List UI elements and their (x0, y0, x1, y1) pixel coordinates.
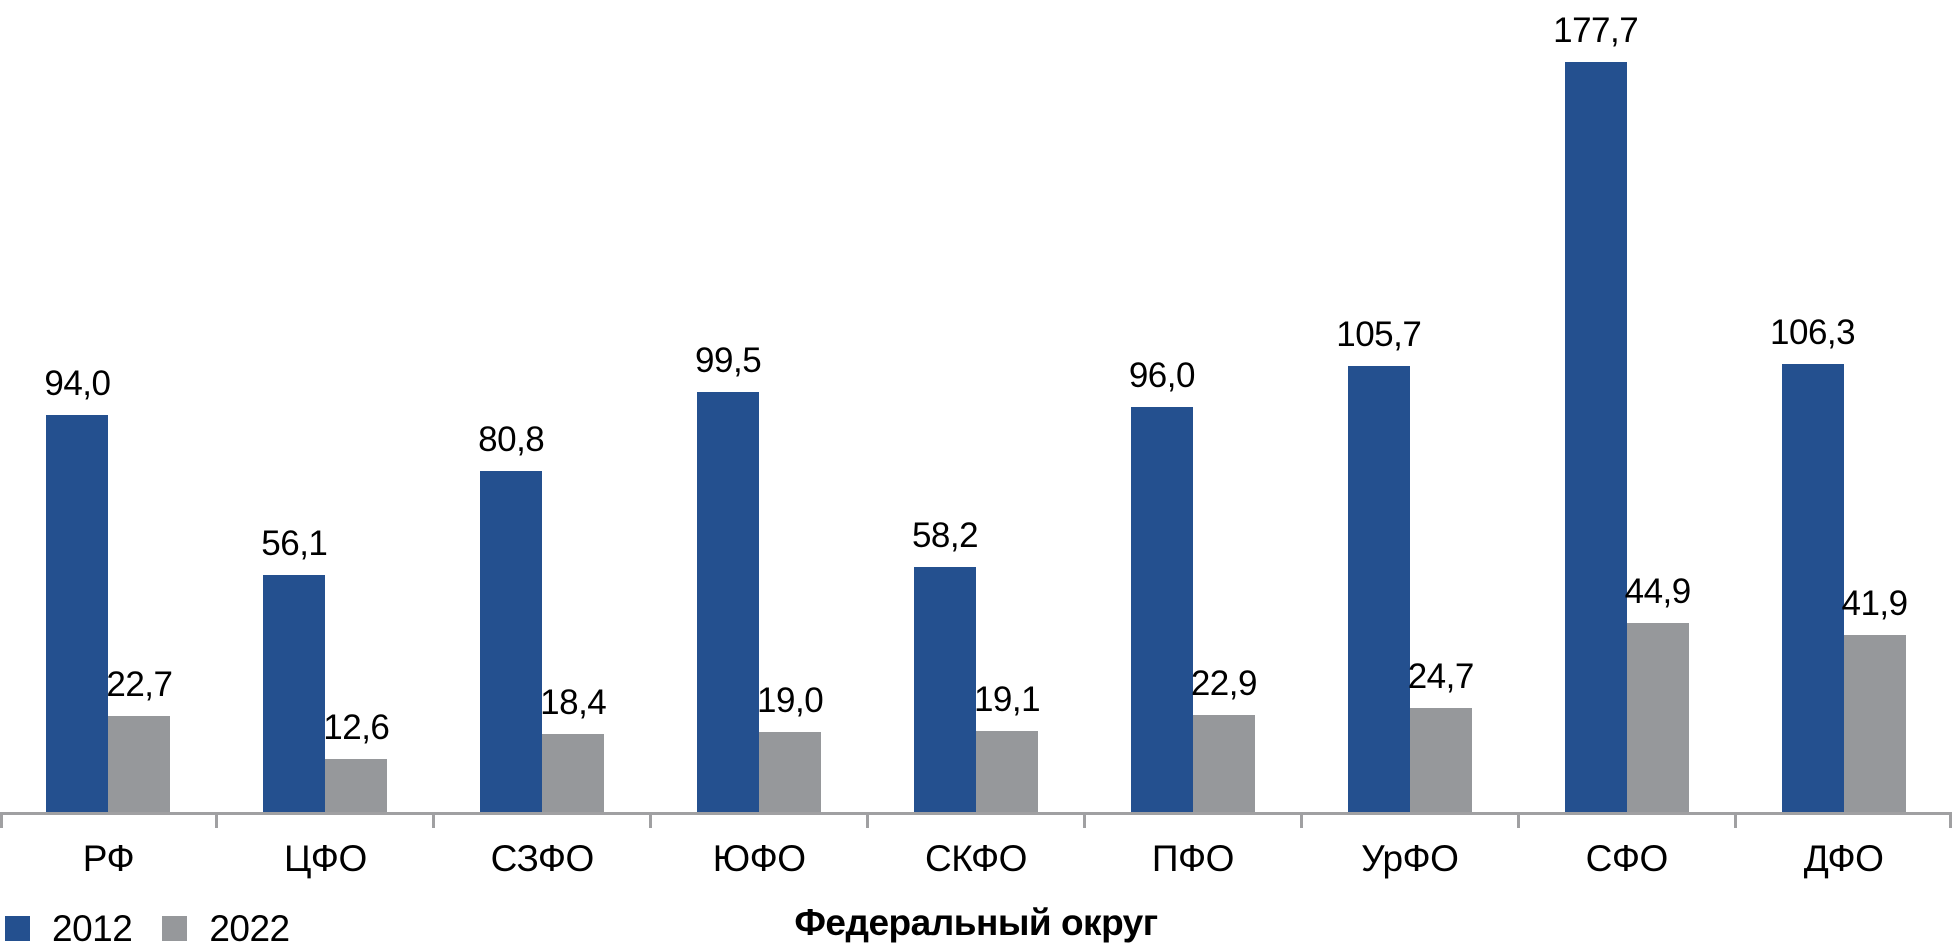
bar-2022: 44,9 (1625, 574, 1691, 812)
bar-value-label: 22,9 (1190, 664, 1258, 703)
bar-2012: 58,2 (912, 518, 979, 812)
legend-label: 2022 (209, 907, 290, 949)
category-axis: РФ ЦФО СЗФО ЮФО СКФО ПФО УрФО СФО ДФО (0, 815, 1952, 880)
bar-2012: 99,5 (695, 343, 762, 812)
category-label: СКФО (925, 838, 1027, 879)
category-label: РФ (82, 838, 135, 879)
plot-area: 94,0 22,7 56,1 12,6 80,8 18,4 99,5 19,0 58,2 19,1… (0, 0, 1952, 828)
category-group: 106,3 41,9 (1735, 0, 1952, 812)
category-label: СФО (1585, 838, 1669, 879)
tick-mark (1299, 815, 1303, 828)
bar-value-label: 177,7 (1553, 11, 1639, 50)
bar-2012: 56,1 (261, 526, 328, 812)
bar-2012: 80,8 (478, 422, 545, 812)
bar-2012: 177,7 (1553, 13, 1639, 812)
bar-value-label: 24,7 (1407, 657, 1475, 696)
bar-2022: 24,7 (1408, 659, 1474, 812)
category-group: 80,8 18,4 (434, 0, 651, 812)
bar-value-label: 12,6 (323, 708, 390, 747)
bar-2022: 12,6 (323, 710, 390, 812)
category-label: СЗФО (490, 838, 595, 879)
bar-value-label: 19,1 (973, 680, 1041, 719)
bar-value-label: 22,7 (106, 665, 173, 704)
category-group: 177,7 44,9 (1518, 0, 1735, 812)
category-group: 105,7 24,7 (1301, 0, 1518, 812)
bar-2012: 94,0 (44, 366, 111, 812)
category-group: 96,0 22,9 (1084, 0, 1301, 812)
tick-mark (649, 815, 653, 828)
bar-2022: 22,7 (106, 667, 173, 812)
bar-2022: 18,4 (540, 685, 607, 812)
category-label: ЦФО (283, 838, 367, 879)
legend-label: 2012 (52, 907, 133, 949)
bar-value-label: 19,0 (757, 681, 824, 720)
bar-value-label: 106,3 (1770, 313, 1856, 352)
bar-value-label: 105,7 (1336, 315, 1422, 354)
tick-mark (0, 815, 3, 828)
category-group: 58,2 19,1 (868, 0, 1085, 812)
bar-2012: 96,0 (1129, 358, 1195, 812)
bar-value-label: 80,8 (478, 420, 545, 459)
legend-swatch (162, 915, 188, 941)
tick-mark (866, 815, 870, 828)
bar-value-label: 41,9 (1841, 584, 1909, 623)
bar-value-label: 18,4 (540, 683, 607, 722)
category-label: ПФО (1151, 838, 1235, 879)
tick-mark (1516, 815, 1520, 828)
bar-value-label: 99,5 (695, 341, 762, 380)
bar-2022: 22,9 (1191, 666, 1257, 812)
category-group: 99,5 19,0 (651, 0, 868, 812)
category-group: 56,1 12,6 (217, 0, 434, 812)
legend: 2012 2022 (5, 910, 290, 947)
bar-value-label: 58,2 (911, 516, 979, 555)
legend-item: 2022 (162, 907, 290, 949)
category-label: ЮФО (712, 838, 806, 879)
category-label: УрФО (1361, 838, 1459, 879)
bar-2012: 106,3 (1770, 315, 1856, 812)
tick-mark (432, 815, 436, 828)
bar-value-label: 96,0 (1128, 356, 1196, 395)
chart-footer: 2012 2022 Федеральный округ (0, 892, 1952, 948)
bar-value-label: 56,1 (261, 524, 328, 563)
bar-2012: 105,7 (1336, 317, 1422, 812)
tick-mark (215, 815, 219, 828)
category-label: ДФО (1803, 838, 1884, 879)
legend-swatch (5, 915, 30, 941)
bar-2022: 19,1 (974, 682, 1041, 812)
tick-mark (1949, 815, 1952, 828)
bar-2022: 41,9 (1842, 586, 1908, 812)
bar-value-label: 94,0 (44, 364, 111, 403)
tick-mark (1082, 815, 1086, 828)
legend-item: 2012 (5, 907, 133, 949)
category-group: 94,0 22,7 (0, 0, 217, 812)
bar-value-label: 44,9 (1624, 572, 1692, 611)
tick-mark (1733, 815, 1737, 828)
bar-2022: 19,0 (757, 683, 824, 812)
x-axis-title: Федеральный округ (794, 901, 1158, 943)
